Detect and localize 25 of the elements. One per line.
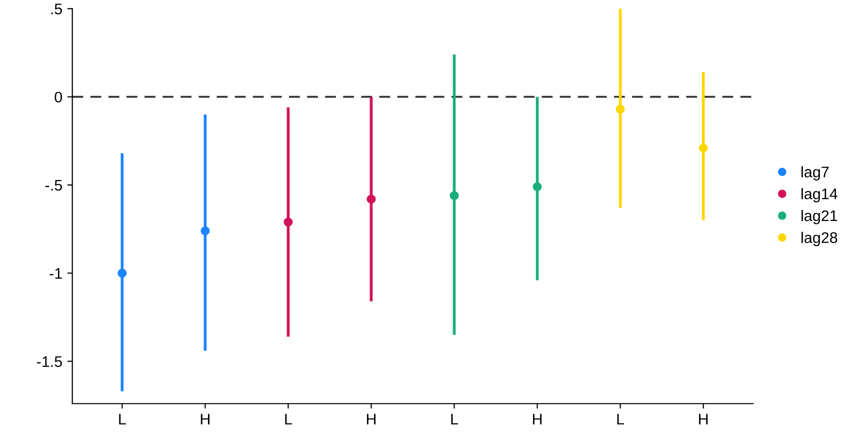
x-tick-label: H bbox=[200, 414, 210, 424]
y-tick-label: -.5 bbox=[45, 180, 62, 191]
point bbox=[284, 218, 293, 227]
point bbox=[616, 104, 625, 114]
y-tick-label: -1 bbox=[50, 268, 62, 279]
y-tick-label: 0 bbox=[54, 92, 62, 103]
x-tick-label: H bbox=[366, 414, 376, 424]
x-tick-label: L bbox=[451, 414, 458, 424]
legend-label: lag14 bbox=[802, 188, 838, 202]
point bbox=[200, 226, 210, 236]
point bbox=[450, 191, 459, 200]
x-tick-label: L bbox=[285, 414, 292, 424]
legend-label: lag28 bbox=[802, 232, 838, 246]
point bbox=[698, 143, 708, 152]
x-tick-label: H bbox=[533, 414, 542, 424]
y-tick-label: -1.5 bbox=[36, 356, 62, 367]
point bbox=[366, 194, 376, 204]
legend-label: lag7 bbox=[802, 166, 829, 180]
point bbox=[118, 268, 127, 278]
legend-label: lag21 bbox=[802, 210, 838, 224]
x-tick-label: L bbox=[119, 414, 126, 424]
x-tick-label: L bbox=[617, 414, 624, 424]
y-tick-label: .5 bbox=[51, 4, 62, 14]
x-tick-label: H bbox=[699, 414, 708, 424]
point bbox=[532, 182, 542, 192]
